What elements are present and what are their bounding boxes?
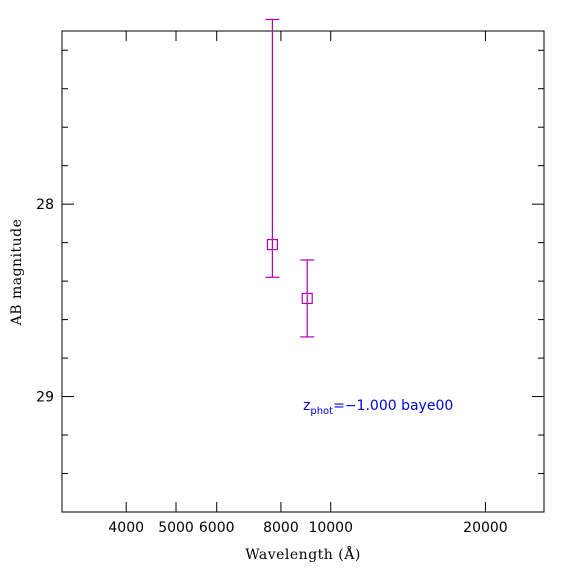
square-marker (301, 292, 313, 305)
x-tick-label: 6000 (199, 520, 235, 536)
y-axis-label: AB magnitude (9, 219, 25, 327)
annotation-rest: =−1.000 baye00 (333, 398, 453, 414)
x-tick-label: 4000 (108, 520, 144, 536)
annotation-subscript: phot (310, 406, 333, 417)
x-tick-labels: 4000 5000 6000 8000 10000 20000 (108, 520, 507, 536)
data-point (300, 259, 315, 338)
data-point (265, 18, 280, 278)
annotation-main: z (303, 398, 310, 414)
x-tick-label: 8000 (263, 520, 299, 536)
x-tick-label: 5000 (158, 520, 194, 536)
y-tick-label: 29 (36, 390, 54, 406)
plot-frame (61, 30, 545, 513)
photo-z-annotation: zphot=−1.000 baye00 (303, 398, 453, 417)
square-marker (266, 238, 278, 251)
axis-ticks (62, 31, 544, 512)
y-tick-labels: 28 29 (36, 197, 54, 405)
x-tick-label: 20000 (463, 520, 508, 536)
data-points (265, 18, 315, 338)
x-tick-label: 10000 (308, 520, 353, 536)
x-axis-label: Wavelength (Å) (245, 545, 361, 563)
y-tick-label: 28 (36, 197, 54, 213)
